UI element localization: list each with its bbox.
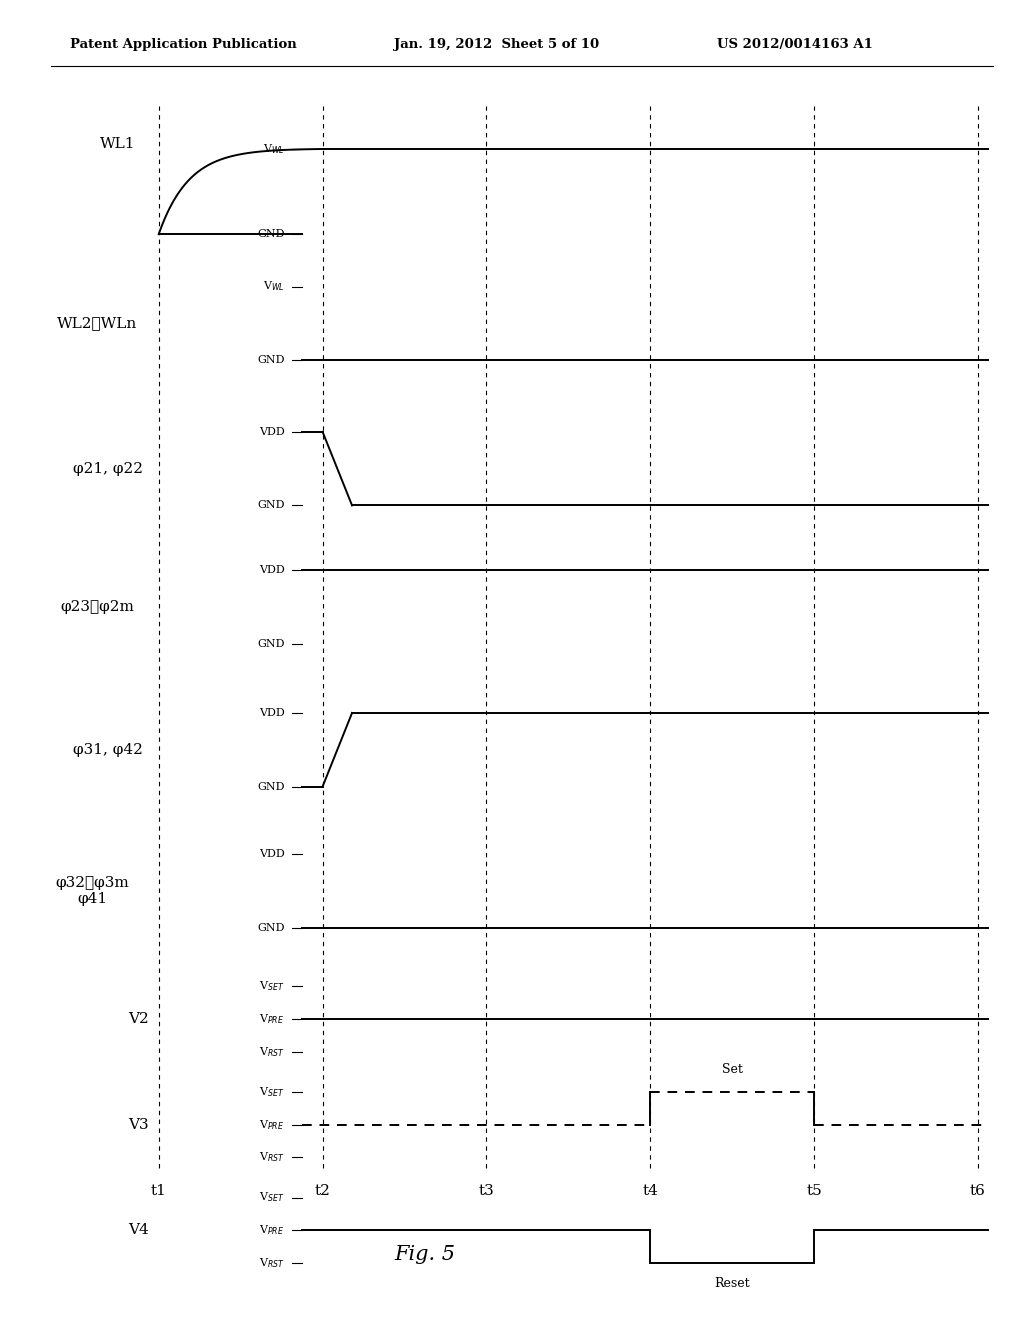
Text: VDD: VDD	[259, 565, 285, 576]
Text: φ23～φ2m: φ23～φ2m	[60, 601, 134, 614]
Text: t3: t3	[478, 1184, 495, 1199]
Text: VDD: VDD	[259, 708, 285, 718]
Text: V2: V2	[128, 1012, 148, 1026]
Text: VDD: VDD	[259, 849, 285, 859]
Text: t2: t2	[314, 1184, 331, 1199]
Text: V$_{PRE}$: V$_{PRE}$	[259, 1118, 285, 1131]
Text: V$_{SET}$: V$_{SET}$	[259, 1191, 285, 1204]
Text: V4: V4	[128, 1224, 148, 1237]
Text: GND: GND	[257, 639, 285, 649]
Text: V$_{RST}$: V$_{RST}$	[259, 1045, 285, 1059]
Text: GND: GND	[257, 781, 285, 792]
Text: V$_{RST}$: V$_{RST}$	[259, 1257, 285, 1270]
Text: VDD: VDD	[259, 426, 285, 437]
Text: t5: t5	[806, 1184, 822, 1199]
Text: V$_{SET}$: V$_{SET}$	[259, 1085, 285, 1098]
Text: V$_{WL}$: V$_{WL}$	[263, 280, 285, 293]
Text: GND: GND	[257, 230, 285, 239]
Text: Set: Set	[722, 1063, 742, 1076]
Text: t4: t4	[642, 1184, 658, 1199]
Text: V$_{SET}$: V$_{SET}$	[259, 979, 285, 993]
Text: GND: GND	[257, 923, 285, 933]
Text: Jan. 19, 2012  Sheet 5 of 10: Jan. 19, 2012 Sheet 5 of 10	[394, 38, 599, 51]
Text: GND: GND	[257, 355, 285, 366]
Text: Reset: Reset	[715, 1278, 750, 1291]
Text: Fig. 5: Fig. 5	[394, 1245, 456, 1263]
Text: Patent Application Publication: Patent Application Publication	[70, 38, 296, 51]
Text: V$_{RST}$: V$_{RST}$	[259, 1151, 285, 1164]
Text: φ31, φ42: φ31, φ42	[73, 743, 142, 756]
Text: V$_{PRE}$: V$_{PRE}$	[259, 1224, 285, 1237]
Text: φ21, φ22: φ21, φ22	[73, 462, 142, 475]
Text: WL1: WL1	[100, 137, 135, 150]
Text: V$_{WL}$: V$_{WL}$	[263, 141, 285, 156]
Text: φ32～φ3m
φ41: φ32～φ3m φ41	[55, 876, 129, 906]
Text: US 2012/0014163 A1: US 2012/0014163 A1	[717, 38, 872, 51]
Text: t1: t1	[151, 1184, 167, 1199]
Text: GND: GND	[257, 500, 285, 511]
Text: t6: t6	[970, 1184, 986, 1199]
Text: V$_{PRE}$: V$_{PRE}$	[259, 1012, 285, 1026]
Text: V3: V3	[128, 1118, 148, 1131]
Text: WL2～WLn: WL2～WLn	[57, 317, 137, 330]
